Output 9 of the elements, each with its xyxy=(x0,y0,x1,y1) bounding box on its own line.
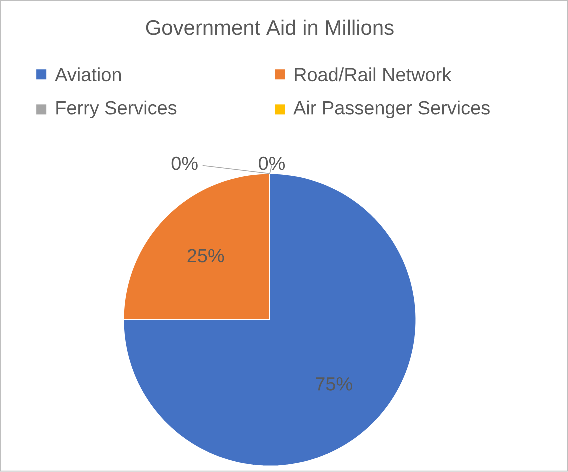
chart-title: Government Aid in Millions xyxy=(146,20,394,36)
text: 0% xyxy=(172,156,198,170)
legend-label: Ferry Services xyxy=(56,100,177,119)
data-label: 25% xyxy=(188,249,224,263)
legend-label: Aviation xyxy=(55,68,121,82)
legend-label: Air Passenger Services xyxy=(294,100,490,119)
text: 0% xyxy=(259,156,286,170)
legend-label: Road/Rail Network xyxy=(295,68,452,82)
data-label: 75% xyxy=(316,378,352,391)
